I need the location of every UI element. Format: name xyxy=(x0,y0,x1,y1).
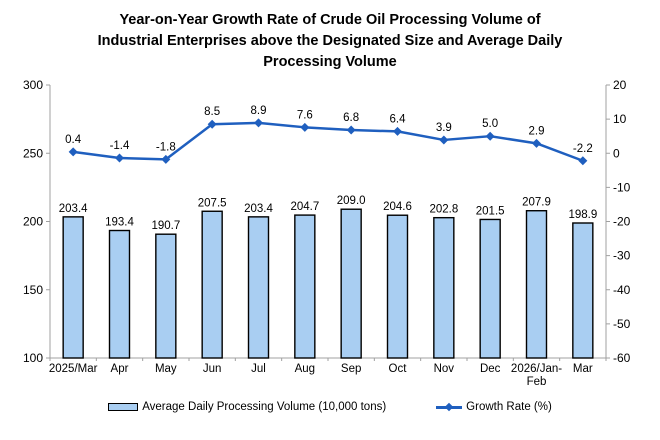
growth-marker xyxy=(300,122,310,132)
right-axis-tick-label: -50 xyxy=(613,317,631,331)
legend-bar-swatch-icon xyxy=(108,403,139,411)
bar-value-label: 204.7 xyxy=(290,201,319,213)
legend-growth-label: Growth Rate (%) xyxy=(466,401,552,413)
growth-value-label: -1.4 xyxy=(110,140,130,152)
x-axis-label: Apr xyxy=(111,363,129,375)
bar xyxy=(572,222,594,359)
x-axis-label: Oct xyxy=(389,363,408,375)
bar-value-label: 193.4 xyxy=(105,217,134,229)
growth-value-label: -1.8 xyxy=(156,141,176,153)
legend-item-volume: Average Daily Processing Volume (10,000 … xyxy=(108,401,386,413)
right-axis-tick-label: 10 xyxy=(613,112,627,126)
x-axis-label: Feb xyxy=(527,376,547,388)
growth-marker xyxy=(439,135,449,145)
growth-value-label: 6.4 xyxy=(390,113,407,125)
bar-value-label: 209.0 xyxy=(337,195,366,207)
bar-value-label: 207.9 xyxy=(522,197,551,209)
x-axis-label: Sep xyxy=(341,363,361,375)
x-axis-label: 2026/Jan- xyxy=(511,363,562,375)
x-axis-label: May xyxy=(155,363,177,375)
bar xyxy=(525,210,548,359)
bar xyxy=(108,229,131,359)
bar-value-label: 202.8 xyxy=(429,204,458,216)
left-axis-tick-label: 100 xyxy=(23,351,43,365)
bar xyxy=(201,210,223,359)
bar xyxy=(433,216,455,359)
right-axis-tick-label: -10 xyxy=(613,180,631,194)
growth-marker xyxy=(346,125,356,135)
growth-marker xyxy=(254,118,263,128)
chart-legend: Average Daily Processing Volume (10,000 … xyxy=(0,401,660,413)
growth-value-label: 6.8 xyxy=(343,112,359,124)
growth-value-label: 2.9 xyxy=(529,125,545,137)
right-axis-tick-label: -40 xyxy=(613,283,631,297)
growth-marker xyxy=(485,131,495,141)
bar-value-label: 207.5 xyxy=(198,197,227,209)
x-axis-label: Mar xyxy=(573,363,593,375)
x-axis-label: Jun xyxy=(203,363,222,375)
growth-value-label: -2.2 xyxy=(573,143,593,155)
bar xyxy=(386,214,409,359)
x-axis-label: Aug xyxy=(295,363,315,375)
bar-value-label: 190.7 xyxy=(151,220,180,232)
bar-value-label: 198.9 xyxy=(568,209,597,221)
x-axis-label: Dec xyxy=(480,363,501,375)
growth-value-label: 3.9 xyxy=(436,122,452,134)
growth-value-label: 5.0 xyxy=(482,118,498,130)
bar xyxy=(340,208,362,359)
bar xyxy=(247,216,270,359)
right-axis-tick-label: -30 xyxy=(613,249,631,263)
growth-value-label: 8.5 xyxy=(204,106,220,118)
bar-value-label: 204.6 xyxy=(383,201,412,213)
growth-marker xyxy=(68,147,78,157)
left-axis-tick-label: 200 xyxy=(23,215,43,229)
left-axis-tick-label: 300 xyxy=(23,78,43,92)
growth-line xyxy=(71,121,585,163)
growth-marker xyxy=(161,154,171,164)
right-axis-tick-label: 20 xyxy=(613,78,627,92)
bar-value-label: 203.4 xyxy=(59,203,88,215)
bar xyxy=(62,216,84,359)
x-axis-label: Nov xyxy=(434,363,455,375)
x-axis-label: Jul xyxy=(251,363,266,375)
bar-value-label: 201.5 xyxy=(476,205,505,217)
growth-value-label: 7.6 xyxy=(297,109,313,121)
growth-marker xyxy=(115,153,124,163)
growth-marker xyxy=(207,119,217,129)
right-axis-tick-label: -20 xyxy=(613,215,631,229)
bar xyxy=(155,233,177,359)
bar xyxy=(479,218,501,359)
right-axis-tick-label: -60 xyxy=(613,351,631,365)
growth-value-label: 8.9 xyxy=(251,105,267,117)
growth-marker xyxy=(578,156,588,166)
bar-value-label: 203.4 xyxy=(244,203,273,215)
growth-marker xyxy=(393,126,402,136)
legend-line-marker-icon xyxy=(436,402,463,412)
growth-marker xyxy=(532,138,541,148)
legend-item-growth: Growth Rate (%) xyxy=(436,401,552,413)
left-axis-tick-label: 150 xyxy=(23,283,43,297)
left-axis-tick-label: 250 xyxy=(23,146,43,160)
right-axis-tick-label: 0 xyxy=(613,146,620,160)
growth-value-label: 0.4 xyxy=(65,134,82,146)
chart-title: Year-on-Year Growth Rate of Crude Oil Pr… xyxy=(97,12,563,70)
legend-volume-label: Average Daily Processing Volume (10,000 … xyxy=(142,401,387,413)
x-axis-label: 2025/Mar xyxy=(49,363,98,375)
bar xyxy=(294,214,316,359)
